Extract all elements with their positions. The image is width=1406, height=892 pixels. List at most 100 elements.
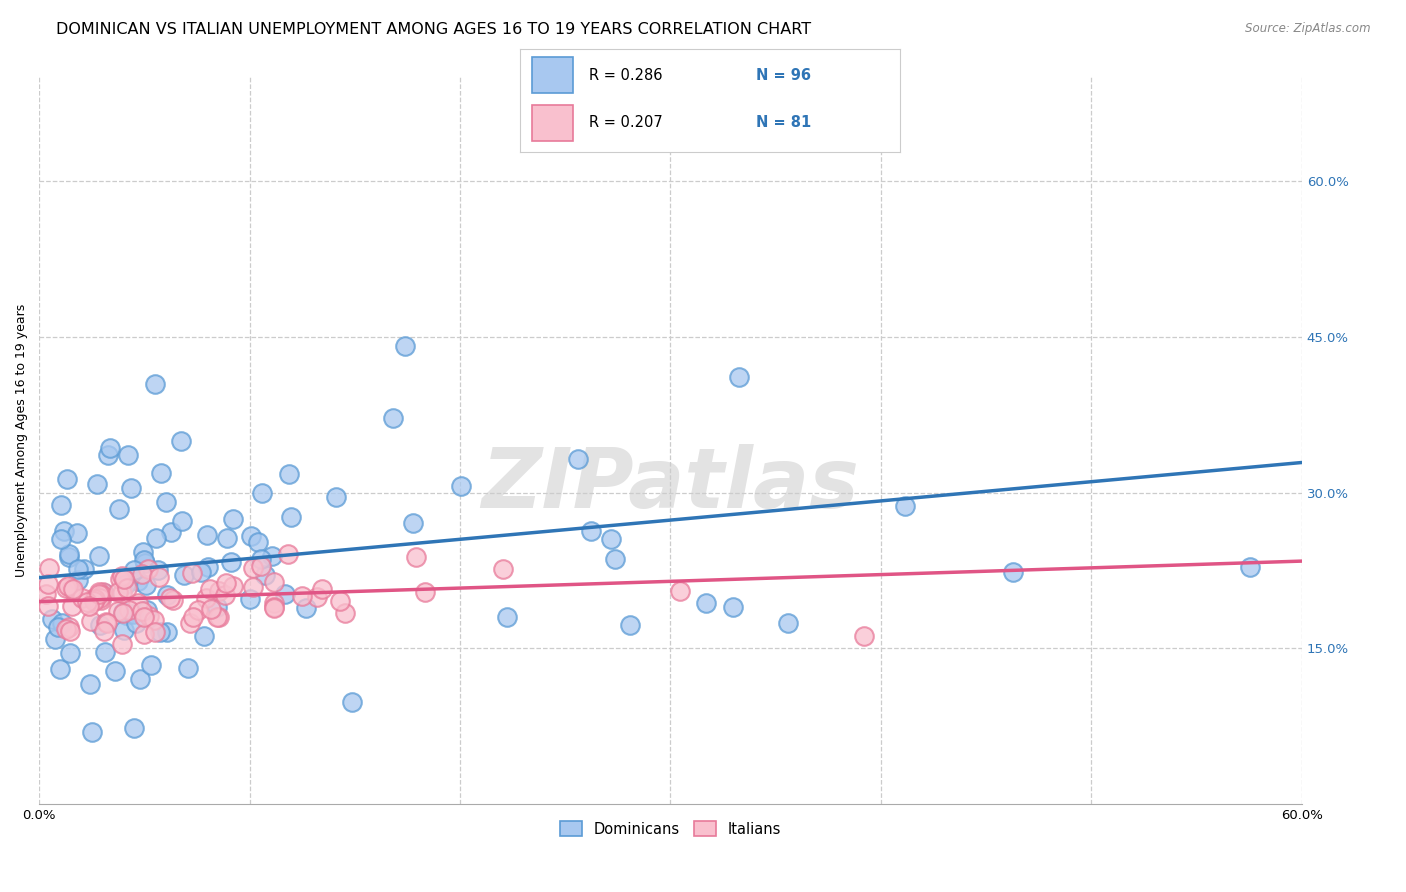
Point	[193, 629, 215, 643]
Point	[280, 510, 302, 524]
Point	[122, 721, 145, 735]
Point	[37, 599, 59, 613]
Point	[97, 448, 120, 462]
Point	[138, 609, 160, 624]
Point	[67, 562, 90, 576]
Point	[51, 616, 73, 631]
Point	[143, 377, 166, 392]
Point	[96, 616, 118, 631]
Point	[107, 585, 129, 599]
Point	[567, 451, 589, 466]
Point	[90, 593, 112, 607]
Point	[142, 613, 165, 627]
Point	[131, 567, 153, 582]
Point	[89, 587, 111, 601]
Point	[114, 623, 136, 637]
Legend: Dominicans, Italians: Dominicans, Italians	[553, 814, 789, 844]
Point	[79, 676, 101, 690]
Point	[135, 577, 157, 591]
Point	[46, 620, 69, 634]
Point	[311, 582, 333, 596]
Point	[149, 625, 172, 640]
Point	[581, 524, 603, 538]
Point	[239, 592, 262, 607]
Point	[145, 625, 167, 640]
Point	[87, 585, 110, 599]
Point	[250, 559, 273, 574]
Text: R = 0.286: R = 0.286	[589, 68, 662, 83]
Point	[115, 581, 138, 595]
Point	[58, 620, 80, 634]
Text: R = 0.207: R = 0.207	[589, 115, 662, 130]
Y-axis label: Unemployment Among Ages 16 to 19 years: Unemployment Among Ages 16 to 19 years	[15, 304, 28, 577]
Point	[274, 587, 297, 601]
Point	[894, 499, 917, 513]
Point	[181, 610, 204, 624]
Point	[58, 550, 80, 565]
Point	[159, 591, 181, 605]
Point	[240, 528, 263, 542]
Point	[179, 615, 201, 630]
Point	[94, 615, 117, 630]
Point	[242, 561, 264, 575]
Point	[263, 574, 285, 589]
Point	[669, 584, 692, 599]
Point	[181, 566, 204, 581]
Point	[413, 585, 436, 599]
Point	[197, 560, 219, 574]
Point	[253, 568, 276, 582]
Point	[195, 528, 218, 542]
Text: DOMINICAN VS ITALIAN UNEMPLOYMENT AMONG AGES 16 TO 19 YEARS CORRELATION CHART: DOMINICAN VS ITALIAN UNEMPLOYMENT AMONG …	[56, 22, 811, 37]
Point	[333, 606, 356, 620]
Point	[117, 603, 139, 617]
Point	[148, 570, 170, 584]
Point	[80, 724, 103, 739]
Point	[177, 661, 200, 675]
Point	[38, 561, 60, 575]
Point	[156, 624, 179, 639]
Point	[200, 602, 222, 616]
Point	[108, 572, 131, 586]
Point	[853, 629, 876, 643]
Point	[93, 624, 115, 638]
Point	[222, 512, 245, 526]
Point	[155, 495, 177, 509]
Point	[35, 586, 58, 600]
Point	[59, 624, 82, 638]
Text: N = 81: N = 81	[755, 115, 811, 130]
Point	[263, 600, 285, 615]
Point	[134, 552, 156, 566]
Text: ZIPatlas: ZIPatlas	[481, 444, 859, 524]
Point	[603, 552, 626, 566]
Point	[150, 467, 173, 481]
Point	[127, 574, 149, 588]
Point	[405, 549, 427, 564]
Point	[58, 579, 80, 593]
Point	[394, 339, 416, 353]
Point	[62, 582, 84, 597]
Point	[90, 588, 112, 602]
Point	[56, 472, 79, 486]
Bar	[531, 105, 574, 141]
Point	[277, 547, 299, 561]
Point	[66, 573, 89, 587]
Point	[135, 602, 157, 616]
Point	[51, 498, 73, 512]
Point	[214, 588, 236, 602]
Point	[600, 533, 623, 547]
Point	[215, 575, 238, 590]
Point	[291, 589, 314, 603]
Point	[83, 591, 105, 605]
Point	[340, 696, 363, 710]
Point	[112, 606, 135, 620]
Point	[112, 572, 135, 586]
Point	[49, 662, 72, 676]
Point	[249, 551, 271, 566]
Point	[382, 411, 405, 425]
Point	[221, 579, 243, 593]
Point	[55, 581, 77, 595]
Point	[76, 595, 98, 609]
Point	[776, 616, 799, 631]
Point	[115, 608, 138, 623]
Point	[52, 524, 75, 539]
